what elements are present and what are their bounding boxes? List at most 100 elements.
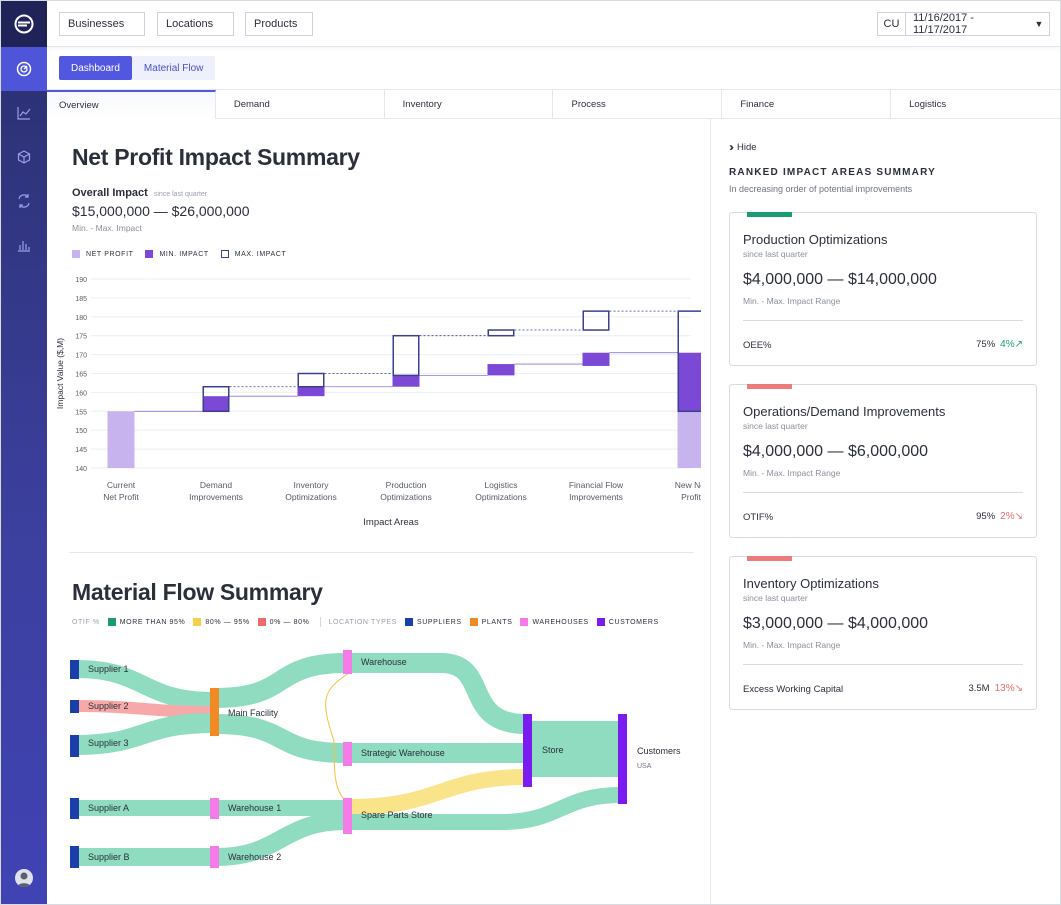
card-since: since last quarter xyxy=(743,421,808,431)
subtab-material-flow[interactable]: Material Flow xyxy=(143,62,204,74)
node-warehouse-1[interactable] xyxy=(210,798,219,819)
sidebar-item-reports[interactable] xyxy=(1,223,47,267)
box-icon xyxy=(17,150,31,164)
app-logo-icon[interactable] xyxy=(1,1,47,47)
bar-min-impact xyxy=(582,352,610,366)
sidebar-item-inventory[interactable] xyxy=(1,135,47,179)
tab-logistics[interactable]: Logistics xyxy=(909,99,947,110)
tab-inventory[interactable]: Inventory xyxy=(385,90,554,119)
products-filter-button[interactable]: Products xyxy=(245,12,313,36)
tab-demand[interactable]: Demand xyxy=(216,90,385,119)
x-tick-label: Profit xyxy=(681,492,701,502)
overall-impact-since: since last quarter xyxy=(153,191,208,198)
double-chevron-right-icon: ›› xyxy=(729,140,734,154)
sidebar-item-analytics[interactable] xyxy=(1,91,47,135)
flow-spare-store xyxy=(348,769,527,815)
overall-impact-text: Overall Impact xyxy=(72,187,148,199)
bar-min-impact xyxy=(202,396,230,412)
card-range-sub: Min. - Max. Impact Range xyxy=(743,640,841,650)
avatar[interactable] xyxy=(15,869,33,887)
date-range-picker[interactable]: CU 11/16/2017 - 11/17/2017 ▼ xyxy=(877,12,1050,36)
legend-swatch xyxy=(596,618,605,626)
locations-filter-button[interactable]: Locations xyxy=(157,12,234,36)
status-badge xyxy=(747,556,792,561)
flow-w2-spare xyxy=(215,812,347,866)
card-title: Production Optimizations xyxy=(743,232,888,247)
card-value-group: 95% 2% ↘ xyxy=(976,511,1023,522)
impact-card-inventory[interactable]: Inventory Optimizations since last quart… xyxy=(729,556,1037,710)
label-supplier-a: Supplier A xyxy=(88,803,129,813)
subtab-dashboard[interactable]: Dashboard xyxy=(59,56,132,80)
y-tick-label: 150 xyxy=(75,428,87,435)
card-range-sub: Min. - Max. Impact Range xyxy=(743,296,841,306)
ranked-title: RANKED IMPACT AREAS SUMMARY xyxy=(729,167,937,178)
bar-max-impact xyxy=(487,329,515,337)
y-tick-label: 170 xyxy=(75,353,87,360)
node-supplier-b[interactable] xyxy=(70,846,79,868)
sidebar-item-flow[interactable] xyxy=(1,179,47,223)
node-spare-parts[interactable] xyxy=(343,798,352,834)
x-tick-label: Financial Flow xyxy=(569,480,624,490)
node-warehouse-2[interactable] xyxy=(210,846,219,868)
top-bar: Businesses Locations Products CU 11/16/2… xyxy=(47,1,1060,47)
label-customers-sub: USA xyxy=(637,763,652,770)
x-tick-label: Net Profit xyxy=(103,492,139,502)
node-strategic-warehouse[interactable] xyxy=(343,742,352,766)
node-customers[interactable] xyxy=(618,714,627,804)
ranked-panel: ›› Hide RANKED IMPACT AREAS SUMMARY In d… xyxy=(710,119,1060,904)
arrow-down-right-icon: ↘ xyxy=(1014,683,1023,694)
tab-process[interactable]: Process xyxy=(553,90,723,119)
y-tick-label: 185 xyxy=(75,296,87,303)
legend-swatch xyxy=(193,618,202,626)
node-main-facility[interactable] xyxy=(210,688,219,736)
legend-swatch xyxy=(469,618,478,626)
impact-card-operations[interactable]: Operations/Demand Improvements since las… xyxy=(729,384,1037,538)
bar-min-impact xyxy=(392,375,420,387)
card-range: $4,000,000 — $6,000,000 xyxy=(743,443,929,460)
node-supplier-2[interactable] xyxy=(70,700,79,713)
waterfall-chart: 140 145 150 155 160 165 170 175 180 185 190 Impact … xyxy=(55,277,701,528)
bar-min-impact xyxy=(297,386,325,397)
x-tick-label: Logistics xyxy=(484,480,517,490)
businesses-filter-button[interactable]: Businesses xyxy=(59,12,145,36)
tab-finance[interactable]: Finance xyxy=(722,90,892,119)
card-value: 75% xyxy=(976,339,996,350)
card-value: 95% xyxy=(976,511,996,522)
overall-impact-sub: Min. - Max. Impact xyxy=(72,223,142,233)
card-metric: OTIF% xyxy=(743,512,774,523)
node-store[interactable] xyxy=(523,714,532,787)
tab-overview[interactable]: Overview xyxy=(47,90,216,119)
legend-max-impact: MAX. IMPACT xyxy=(220,250,287,258)
sidebar xyxy=(1,1,47,904)
node-supplier-1[interactable] xyxy=(70,660,79,679)
legend-swatch xyxy=(520,618,529,626)
card-value-group: 75% 4% ↗ xyxy=(976,339,1023,350)
bar-max-impact xyxy=(582,310,610,331)
sidebar-item-dashboard[interactable] xyxy=(1,47,47,91)
legend-label: 0% — 80% xyxy=(269,618,310,626)
legend-label: MAX. IMPACT xyxy=(234,250,287,258)
y-tick-label: 190 xyxy=(75,277,87,284)
card-delta: 2% xyxy=(1000,511,1015,522)
x-tick-label: Improvements xyxy=(189,492,243,502)
legend-label: NET PROFIT xyxy=(86,250,134,258)
bar-min-impact xyxy=(487,364,515,376)
y-tick-label: 140 xyxy=(75,466,87,473)
node-supplier-a[interactable] xyxy=(70,798,79,819)
flow-warehouse-store xyxy=(349,653,527,734)
hide-panel-button[interactable]: ›› Hide xyxy=(729,140,757,154)
gauge-icon xyxy=(16,61,32,77)
label-warehouse: Warehouse xyxy=(361,657,407,667)
chart-legend: NET PROFIT MIN. IMPACT MAX. IMPACT xyxy=(72,250,298,258)
card-value-group: 3.5M 13% ↘ xyxy=(968,683,1023,694)
node-warehouse[interactable] xyxy=(343,650,352,674)
status-badge xyxy=(747,384,792,389)
flow-supplier1-main xyxy=(75,660,214,710)
node-supplier-3[interactable] xyxy=(70,735,79,757)
y-tick-label: 145 xyxy=(75,447,87,454)
impact-card-production[interactable]: Production Optimizations since last quar… xyxy=(729,212,1037,366)
label-supplier-3: Supplier 3 xyxy=(88,738,129,748)
y-tick-label: 160 xyxy=(75,390,87,397)
bar-max-impact xyxy=(677,310,701,413)
